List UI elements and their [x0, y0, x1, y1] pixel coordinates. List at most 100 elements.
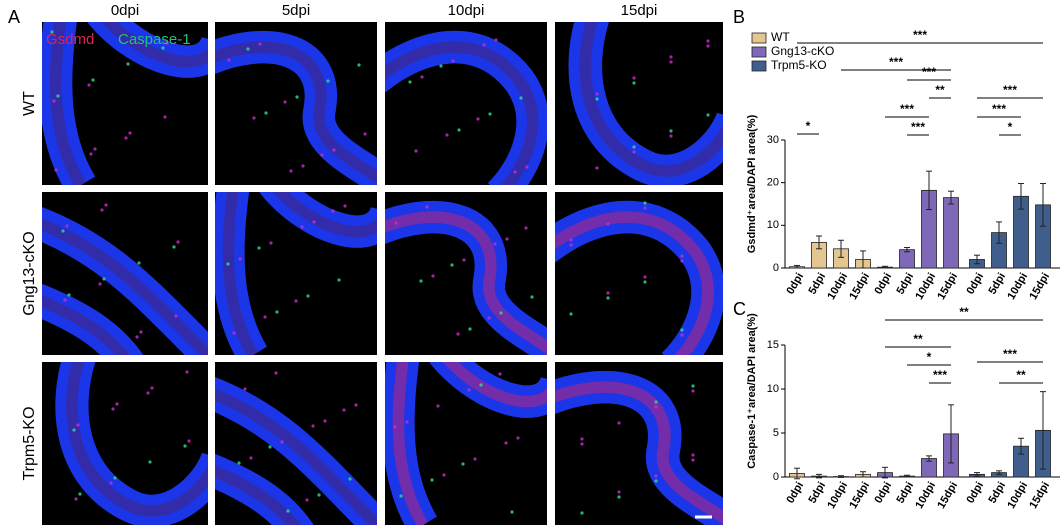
signal-dot [54, 168, 58, 172]
x-tick-label: 15dpi [935, 480, 960, 511]
error-bar [838, 475, 844, 478]
error-bar [794, 467, 800, 480]
signal-dot [617, 421, 621, 425]
signal-dot [606, 291, 610, 295]
signal-dot [691, 389, 695, 393]
x-tick-label: 5dpi [894, 480, 916, 506]
y-tick-label: 5 [773, 427, 779, 439]
signal-dot [595, 97, 599, 101]
signal-dot [89, 152, 93, 156]
micrograph [385, 362, 547, 525]
x-tick-label: 0dpi [872, 271, 894, 297]
tissue-lamina [555, 211, 714, 355]
panel-label: B [733, 7, 745, 27]
signal-dot [289, 169, 293, 173]
signal-dot [580, 511, 584, 515]
signal-dot [301, 164, 305, 168]
signal-dot [408, 80, 412, 84]
signal-dot [232, 331, 236, 335]
signal-dot [399, 494, 403, 498]
row-label: Trpm5-KO [21, 406, 38, 480]
signal-dot [280, 440, 284, 444]
signal-dot [269, 241, 273, 245]
significance-label: ** [935, 83, 945, 97]
signal-dot [331, 209, 335, 213]
signal-dot [63, 298, 67, 302]
signal-dot [706, 44, 710, 48]
signal-dot [332, 148, 336, 152]
signal-dot [595, 92, 599, 96]
signal-dot [431, 274, 435, 278]
significance-label: *** [1003, 347, 1017, 361]
signal-dot [680, 333, 684, 337]
signal-dot [174, 314, 178, 318]
significance-label: * [1008, 120, 1013, 134]
signal-dot [513, 170, 517, 174]
signal-dot [473, 457, 477, 461]
signal-dot [65, 224, 69, 228]
legend-label: Gng13-cKO [771, 44, 834, 58]
signal-dot [264, 111, 268, 115]
tissue-lamina [385, 41, 539, 185]
signal-dot [91, 78, 95, 82]
signal-dot [654, 479, 658, 483]
signal-dot [461, 462, 465, 466]
x-tick-label: 10dpi [913, 271, 938, 302]
signal-dot [669, 129, 673, 133]
legend-swatch [751, 60, 767, 72]
signal-dot [445, 133, 449, 137]
signal-dot [617, 490, 621, 494]
signal-dot [294, 299, 298, 303]
signal-dot [425, 205, 429, 209]
signal-dot [343, 204, 347, 208]
signal-dot [643, 280, 647, 284]
signal-dot [124, 136, 128, 140]
signal-dot [405, 420, 409, 424]
significance-label: *** [922, 65, 936, 79]
error-bar [1040, 183, 1046, 227]
error-bar [974, 472, 980, 477]
signal-dot [414, 149, 418, 153]
significance-label: * [927, 350, 932, 364]
tissue-lamina [385, 211, 547, 355]
signal-dot [420, 75, 424, 79]
x-tick-label: 10dpi [1005, 480, 1030, 511]
significance-label: ** [959, 305, 969, 319]
signal-dot [172, 245, 176, 249]
y-axis-label: Gsdmd⁺area/DAPI area(%) [746, 114, 758, 253]
error-bar [860, 471, 866, 478]
signal-dot [419, 279, 423, 283]
signal-dot [691, 384, 695, 388]
signal-dot [519, 96, 523, 100]
x-tick-label: 15dpi [935, 271, 960, 302]
signal-dot [632, 145, 636, 149]
signal-dot [137, 261, 141, 265]
signal-dot [67, 293, 71, 297]
column-header: 0dpi [111, 2, 139, 19]
x-tick-label: 0dpi [784, 271, 806, 297]
x-tick-label: 5dpi [806, 271, 828, 297]
signal-dot [139, 330, 143, 334]
y-tick-label: 15 [767, 339, 779, 351]
signal-dot [476, 117, 480, 121]
signal-dot [706, 39, 710, 43]
signal-dot [268, 445, 272, 449]
stain-label: Gsdmd [46, 31, 94, 48]
x-tick-label: 15dpi [1027, 480, 1052, 511]
signal-dot [580, 442, 584, 446]
signal-dot [326, 79, 330, 83]
significance-label: * [806, 119, 811, 133]
signal-dot [93, 147, 97, 151]
signal-dot [111, 407, 115, 411]
signal-dot [505, 237, 509, 241]
micrograph [215, 192, 377, 355]
y-tick-label: 0 [773, 262, 779, 274]
signal-dot [165, 41, 169, 45]
x-tick-label: 15dpi [847, 271, 872, 302]
tissue-lamina [555, 381, 723, 525]
signal-dot [305, 498, 309, 502]
panel-label: C [733, 299, 746, 319]
signal-dot [50, 30, 54, 34]
signal-dot [135, 335, 139, 339]
